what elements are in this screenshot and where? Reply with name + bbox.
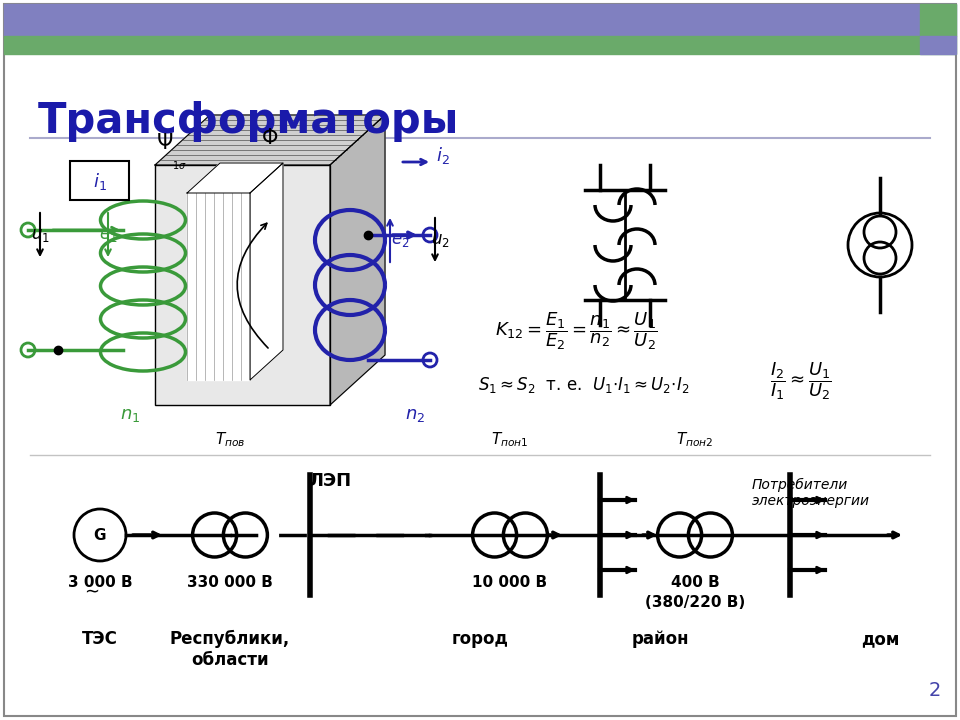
Bar — [155, 165, 330, 405]
Text: (380/220 В): (380/220 В) — [645, 595, 745, 610]
Bar — [155, 165, 330, 405]
Text: район: район — [632, 630, 688, 648]
Text: $T_{пон2}$: $T_{пон2}$ — [676, 431, 713, 449]
Text: дом: дом — [861, 630, 900, 648]
Text: 3 000 В: 3 000 В — [68, 575, 132, 590]
Text: $n_1$: $n_1$ — [120, 406, 140, 424]
Text: 10 000 В: 10 000 В — [472, 575, 547, 590]
Polygon shape — [155, 115, 385, 165]
Text: 330 000 В: 330 000 В — [187, 575, 273, 590]
Bar — [920, 36, 956, 54]
Text: $T_{пон1}$: $T_{пон1}$ — [492, 431, 529, 449]
Text: ${}_{1\sigma}$: ${}_{1\sigma}$ — [172, 158, 187, 172]
Polygon shape — [187, 163, 283, 193]
Text: G: G — [94, 528, 107, 542]
Text: город: город — [451, 630, 509, 648]
Polygon shape — [250, 163, 283, 380]
Bar — [920, 4, 956, 36]
Text: ТЭС: ТЭС — [82, 630, 118, 648]
Text: $u_2$: $u_2$ — [431, 231, 449, 249]
Polygon shape — [330, 115, 385, 405]
Text: $e_2$: $e_2$ — [391, 231, 409, 249]
Text: $\dfrac{I_2}{I_1} \approx \dfrac{U_1}{U_2}$: $\dfrac{I_2}{I_1} \approx \dfrac{U_1}{U_… — [770, 360, 832, 402]
Text: $\Phi$: $\Phi$ — [261, 128, 278, 148]
Bar — [187, 193, 250, 380]
Text: $T_{пов}$: $T_{пов}$ — [215, 431, 245, 449]
FancyBboxPatch shape — [70, 161, 129, 200]
Text: Потребители
электроэнергии: Потребители электроэнергии — [752, 478, 870, 508]
Text: Трансформаторы: Трансформаторы — [38, 100, 460, 142]
Text: $\Psi$: $\Psi$ — [156, 133, 174, 153]
Text: $n_2$: $n_2$ — [405, 406, 425, 424]
Text: $K_{12} = \dfrac{E_1}{E_2} = \dfrac{n_1}{n_2} \approx \dfrac{U_1}{U_2}$: $K_{12} = \dfrac{E_1}{E_2} = \dfrac{n_1}… — [495, 310, 658, 351]
Text: ЛЭП: ЛЭП — [308, 472, 351, 490]
Text: 2: 2 — [929, 681, 941, 700]
Text: $i_2$: $i_2$ — [436, 145, 449, 166]
Bar — [4, 36, 956, 54]
Text: $u_1$: $u_1$ — [31, 226, 50, 244]
Text: 400 В: 400 В — [671, 575, 719, 590]
Text: $S_1 \approx S_2$  т. е.  $U_1{\cdot}I_1{\approx}U_2{\cdot}I_2$: $S_1 \approx S_2$ т. е. $U_1{\cdot}I_1{\… — [478, 375, 689, 395]
Bar — [4, 4, 956, 36]
Text: $e_1$: $e_1$ — [99, 226, 117, 244]
Text: Республики,
области: Республики, области — [170, 630, 290, 669]
Text: $i_1$: $i_1$ — [93, 171, 107, 192]
Text: $\sim$: $\sim$ — [81, 581, 99, 599]
